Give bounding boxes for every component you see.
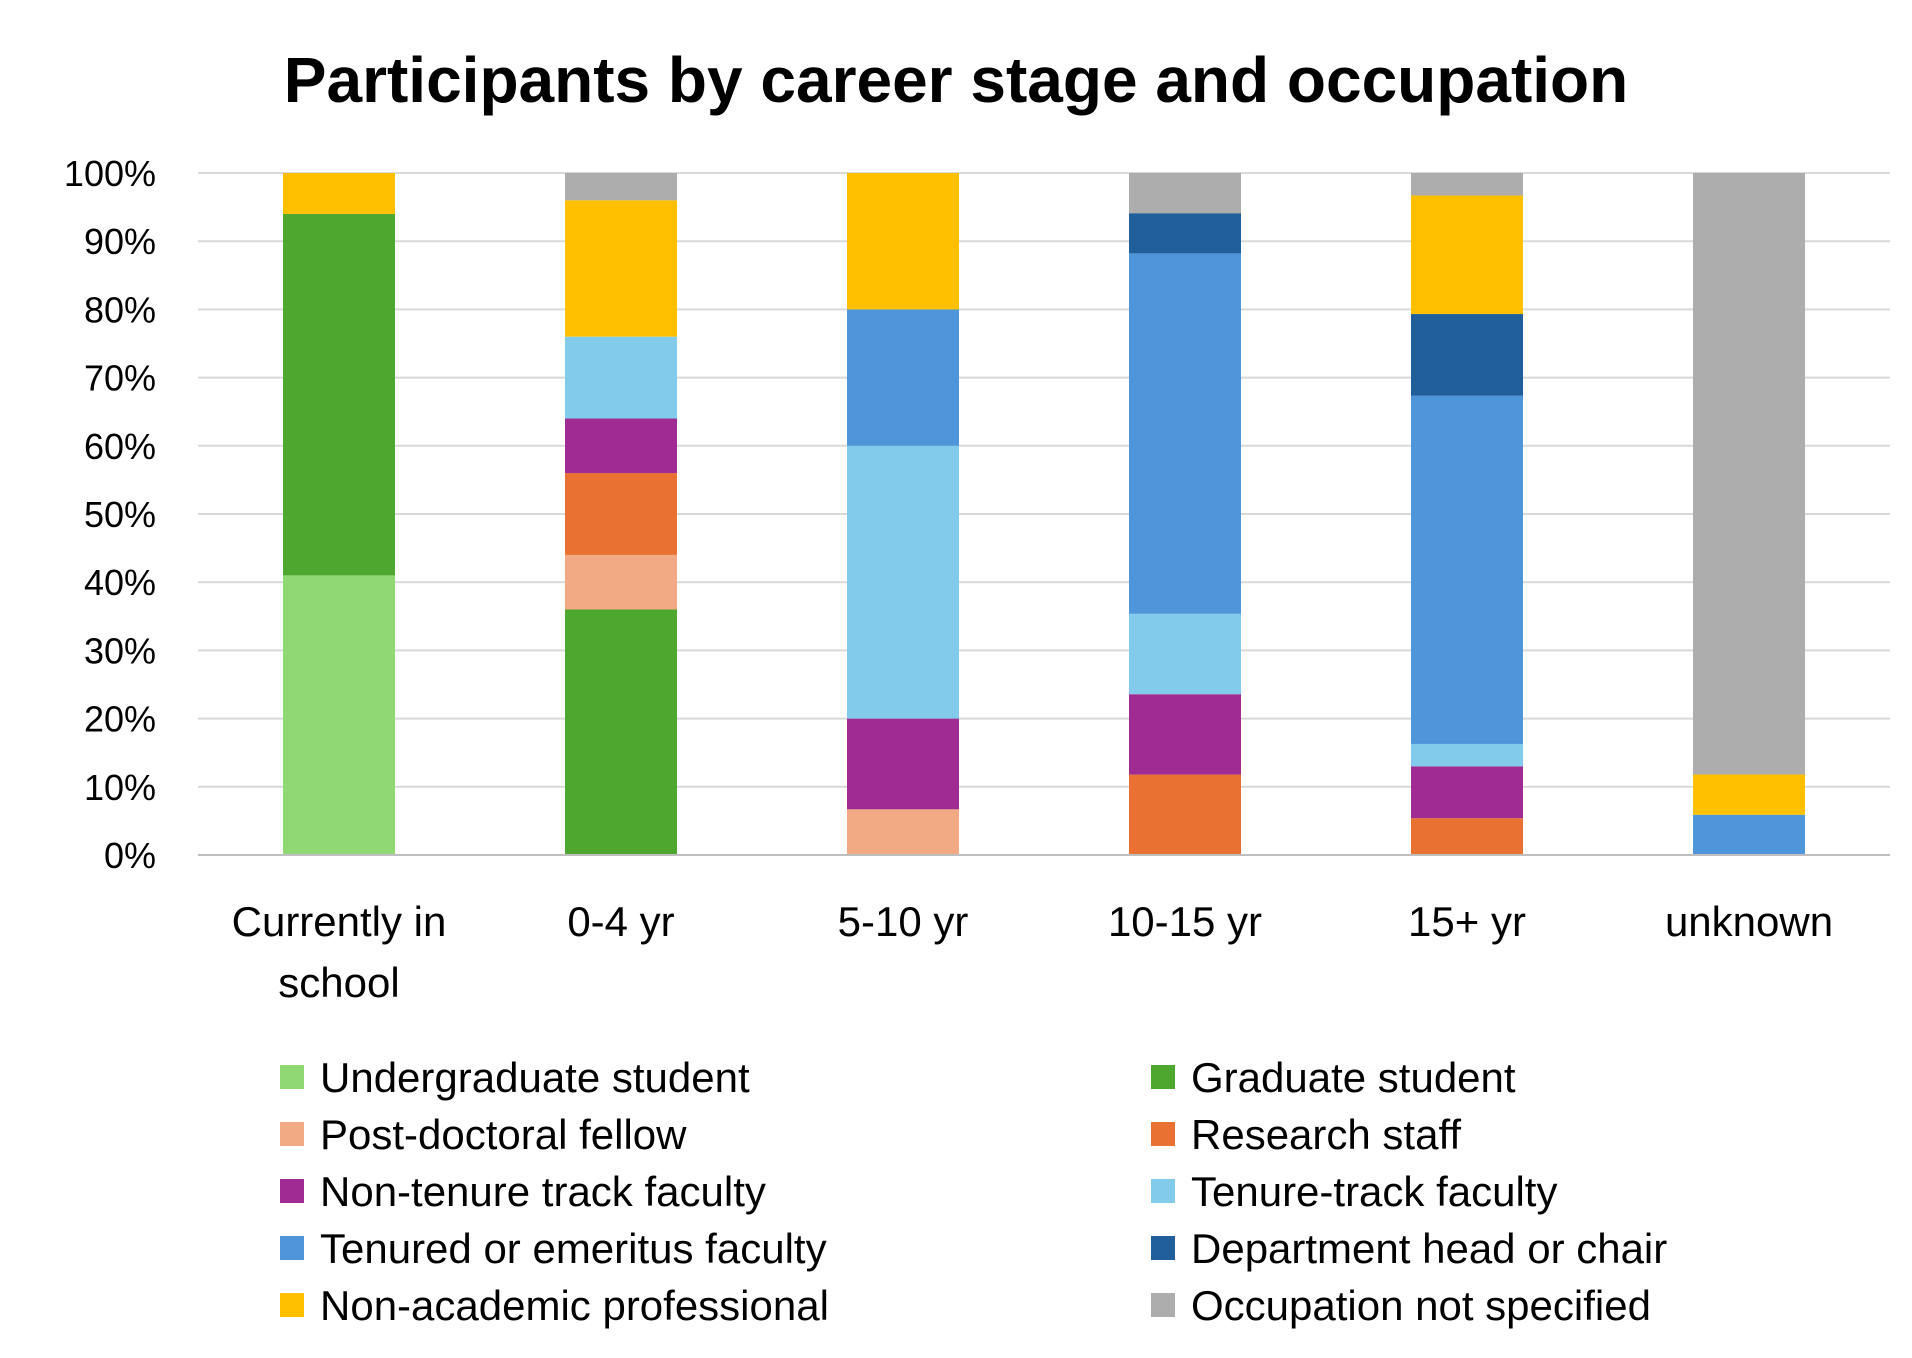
legend: Undergraduate student Graduate student Pos…: [280, 1054, 1667, 1329]
legend-label-research-staff: Research staff: [1191, 1111, 1461, 1158]
bar-segment-post-doctoral-fellow-5-10-yr: [847, 809, 959, 855]
bar-segment-post-doctoral-fellow-0-4-yr: [565, 554, 677, 610]
bar-segment-non-tenure-track-faculty-5-10-yr: [847, 718, 959, 810]
bar-segment-non-tenure-track-faculty-15-yr: [1411, 766, 1523, 819]
legend-label-tenure-track-faculty: Tenure-track faculty: [1191, 1168, 1557, 1215]
bar-segment-non-academic-professional-0-4-yr: [565, 200, 677, 337]
x-tick-label: 15+ yr: [1408, 898, 1526, 945]
bar-segment-tenure-track-faculty-5-10-yr: [847, 445, 959, 719]
bar-segment-non-tenure-track-faculty-0-4-yr: [565, 418, 677, 474]
legend-label-non-academic-professional: Non-academic professional: [320, 1282, 829, 1329]
y-tick-label: 60%: [84, 426, 156, 467]
y-tick-label: 0%: [104, 835, 156, 876]
y-tick-label: 40%: [84, 562, 156, 603]
legend-swatch-research-staff: [1151, 1122, 1175, 1146]
y-tick-label: 50%: [84, 494, 156, 535]
legend-label-non-tenure-track-faculty: Non-tenure track faculty: [320, 1168, 766, 1215]
legend-swatch-post-doctoral-fellow: [280, 1122, 304, 1146]
legend-swatch-undergraduate-student: [280, 1065, 304, 1089]
bar-segment-occupation-not-specified-15-yr: [1411, 173, 1523, 196]
legend-swatch-tenure-track-faculty: [1151, 1179, 1175, 1203]
legend-swatch-non-academic-professional: [280, 1293, 304, 1317]
bar-segment-non-tenure-track-faculty-10-15-yr: [1129, 694, 1241, 775]
bar-segment-non-academic-professional-15-yr: [1411, 195, 1523, 315]
bar-segment-department-head-or-chair-10-15-yr: [1129, 213, 1241, 254]
x-tick-label: unknown: [1665, 898, 1833, 945]
bar-segment-occupation-not-specified-0-4-yr: [565, 173, 677, 201]
bar-segment-graduate-student-0-4-yr: [565, 609, 677, 855]
bar-segment-tenure-track-faculty-10-15-yr: [1129, 613, 1241, 695]
bar-segment-tenure-track-faculty-15-yr: [1411, 743, 1523, 767]
y-tick-label: 20%: [84, 699, 156, 740]
y-tick-label: 80%: [84, 289, 156, 330]
y-tick-label: 90%: [84, 221, 156, 262]
x-tick-label: school: [278, 959, 399, 1006]
bar-segment-non-academic-professional-5-10-yr: [847, 173, 959, 310]
bar-segment-research-staff-10-15-yr: [1129, 774, 1241, 855]
bar-segment-research-staff-15-yr: [1411, 818, 1523, 855]
legend-swatch-department-head-or-chair: [1151, 1236, 1175, 1260]
legend-swatch-tenured-or-emeritus-faculty: [280, 1236, 304, 1260]
bar-segment-undergraduate-student-currently-in-school: [283, 575, 395, 855]
y-tick-label: 100%: [64, 153, 156, 194]
legend-swatch-occupation-not-specified: [1151, 1293, 1175, 1317]
bar-segment-non-academic-professional-currently-in-school: [283, 173, 395, 214]
legend-label-post-doctoral-fellow: Post-doctoral fellow: [320, 1111, 687, 1158]
legend-label-undergraduate-student: Undergraduate student: [320, 1054, 750, 1101]
x-tick-label: 5-10 yr: [838, 898, 969, 945]
gridlines: [198, 172, 1890, 788]
chart-title: Participants by career stage and occupat…: [283, 44, 1629, 116]
legend-label-graduate-student: Graduate student: [1191, 1054, 1516, 1101]
x-tick-label: 10-15 yr: [1108, 898, 1262, 945]
bars: [283, 173, 1805, 855]
bar-segment-tenured-or-emeritus-faculty-unknown: [1693, 814, 1805, 855]
y-tick-label: 10%: [84, 767, 156, 808]
bar-segment-tenured-or-emeritus-faculty-5-10-yr: [847, 309, 959, 446]
x-tick-label: Currently in: [232, 898, 447, 945]
y-tick-label: 30%: [84, 630, 156, 671]
bar-segment-occupation-not-specified-10-15-yr: [1129, 173, 1241, 214]
bar-segment-department-head-or-chair-15-yr: [1411, 314, 1523, 396]
bar-segment-graduate-student-currently-in-school: [283, 213, 395, 576]
bar-segment-tenured-or-emeritus-faculty-15-yr: [1411, 395, 1523, 744]
legend-swatch-non-tenure-track-faculty: [280, 1179, 304, 1203]
y-tick-label: 70%: [84, 358, 156, 399]
legend-label-occupation-not-specified: Occupation not specified: [1191, 1282, 1651, 1329]
axes: 0% 10% 20% 30% 40% 50% 60% 70% 80% 90% 100% Current…: [64, 153, 1890, 1006]
legend-label-tenured-or-emeritus-faculty: Tenured or emeritus faculty: [320, 1225, 827, 1272]
bar-segment-tenured-or-emeritus-faculty-10-15-yr: [1129, 253, 1241, 614]
bar-segment-tenure-track-faculty-0-4-yr: [565, 336, 677, 419]
bar-segment-non-academic-professional-unknown: [1693, 774, 1805, 815]
bar-segment-research-staff-0-4-yr: [565, 473, 677, 555]
legend-swatch-graduate-student: [1151, 1065, 1175, 1089]
x-tick-label: 0-4 yr: [567, 898, 674, 945]
bar-segment-occupation-not-specified-unknown: [1693, 173, 1805, 775]
legend-label-department-head-or-chair: Department head or chair: [1191, 1225, 1667, 1272]
